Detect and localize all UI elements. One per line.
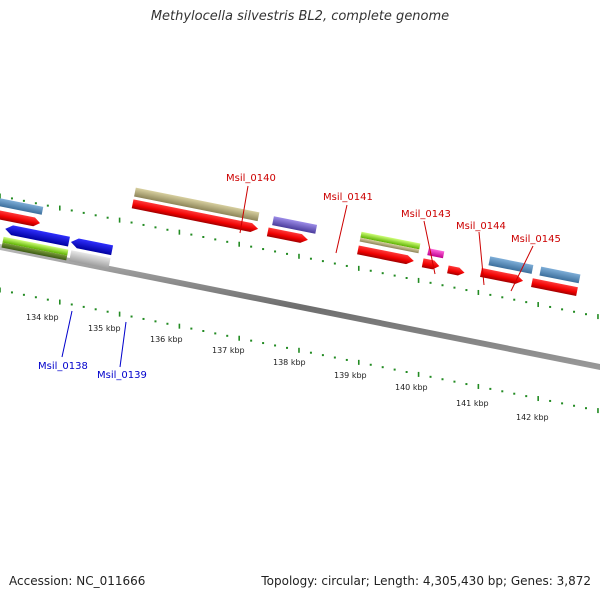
- gene-arrow: [0, 205, 41, 227]
- leader-msil-0140: [239, 185, 249, 234]
- gene-msil-0144-arrow: [421, 258, 440, 270]
- leader-msil-0138: [61, 310, 73, 358]
- tick-label: 142 kbp: [516, 413, 549, 422]
- gene-msil-0138-arrow: [5, 225, 70, 247]
- gene-msil-0140-arrow: [131, 199, 259, 232]
- gene-msil-0141-arrow: [266, 227, 308, 243]
- gene-label-msil-0144: Msil_0144: [456, 221, 506, 232]
- leader-msil-0144: [478, 231, 485, 286]
- tick-label: 139 kbp: [334, 371, 367, 380]
- tick-labels: 134 kbp 135 kbp 136 kbp 137 kbp 138 kbp 139 k…: [26, 313, 549, 422]
- gene-feature: [488, 256, 534, 274]
- gene-msil-0143-feature-2: [359, 237, 420, 254]
- tick-label: 134 kbp: [26, 313, 59, 322]
- gene-feature: [0, 193, 44, 215]
- gene-labels: Msil_0138 Msil_0139 Msil_0140 Msil_0141 Msil…: [38, 173, 561, 381]
- gene-label-msil-0139: Msil_0139: [97, 370, 147, 381]
- tick-label: 138 kbp: [273, 358, 306, 367]
- gene-msil-0139-arrow: [70, 238, 114, 256]
- gene-msil-0141-feature: [272, 216, 318, 234]
- gene-msil-0143-feature: [360, 231, 421, 250]
- outer-tick-row: [0, 193, 599, 320]
- tick-label: 135 kbp: [88, 324, 121, 333]
- map-title: Methylocella silvestris BL2, complete ge…: [150, 9, 450, 24]
- leader-msil-0141: [335, 204, 348, 254]
- gene-label-msil-0145: Msil_0145: [511, 234, 561, 245]
- gene-label-msil-0138: Msil_0138: [38, 361, 88, 372]
- gene-label-msil-0140: Msil_0140: [226, 173, 276, 184]
- label-leaders: [61, 185, 534, 368]
- inner-tick-row: [0, 287, 599, 414]
- gene-msil-0145-arrow: [447, 265, 465, 276]
- genome-backbone: [0, 244, 600, 370]
- leader-msil-0145: [510, 245, 534, 292]
- genome-summary-text: Topology: circular; Length: 4,305,430 bp…: [261, 574, 591, 588]
- accession-text: Accession: NC_011666: [9, 574, 146, 588]
- leader-msil-0139: [119, 321, 127, 368]
- tick-label: 136 kbp: [150, 335, 183, 344]
- tick-label: 140 kbp: [395, 383, 428, 392]
- gene-msil-0143-arrow: [357, 245, 414, 265]
- gene-msil-0138-feature: [2, 236, 69, 256]
- gene-msil-0139-feature: [69, 250, 111, 269]
- gene-label-msil-0143: Msil_0143: [401, 209, 451, 220]
- gene-label-msil-0141: Msil_0141: [323, 192, 373, 203]
- gene-arrow: [531, 278, 578, 297]
- gene-arrow: [480, 268, 524, 284]
- tick-label: 137 kbp: [212, 346, 245, 355]
- gene-feature: [539, 266, 581, 284]
- gene-msil-0140-feature: [134, 187, 260, 222]
- tick-label: 141 kbp: [456, 399, 489, 408]
- gene-msil-0138-feature-2: [1, 242, 68, 261]
- leader-msil-0143: [423, 220, 436, 275]
